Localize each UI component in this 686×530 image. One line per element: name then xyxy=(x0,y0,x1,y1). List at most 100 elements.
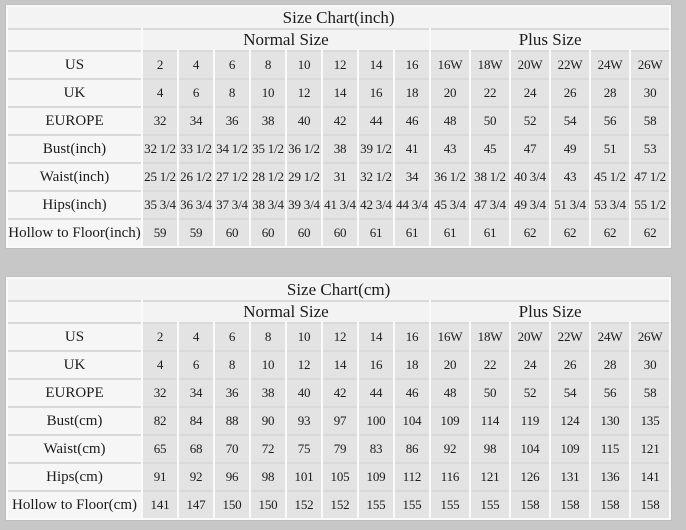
data-cell: 109 xyxy=(551,436,589,462)
data-cell: 104 xyxy=(395,408,429,434)
data-cell: 45 1/2 xyxy=(591,164,629,190)
row-label: Hollow to Floor(cm) xyxy=(8,492,141,518)
data-cell: 27 1/2 xyxy=(215,164,249,190)
data-cell: 12 xyxy=(323,52,357,78)
data-cell: 40 xyxy=(287,108,321,134)
data-cell: 47 xyxy=(511,136,549,162)
data-cell: 20 xyxy=(431,80,469,106)
data-cell: 26 1/2 xyxy=(179,164,213,190)
data-cell: 30 xyxy=(631,80,670,106)
data-cell: 54 xyxy=(551,108,589,134)
data-cell: 40 xyxy=(287,380,321,406)
data-cell: 34 1/2 xyxy=(215,136,249,162)
data-cell: 38 3/4 xyxy=(251,192,285,218)
data-cell: 14 xyxy=(359,52,393,78)
data-cell: 36 1/2 xyxy=(287,136,321,162)
data-cell: 141 xyxy=(143,492,177,518)
data-cell: 8 xyxy=(215,80,249,106)
data-cell: 8 xyxy=(251,324,285,350)
data-cell: 32 xyxy=(143,108,177,134)
data-cell: 48 xyxy=(431,380,469,406)
data-cell: 22 xyxy=(471,80,509,106)
data-cell: 6 xyxy=(179,352,213,378)
data-cell: 62 xyxy=(591,220,629,246)
data-cell: 2 xyxy=(143,52,177,78)
data-cell: 51 3/4 xyxy=(551,192,589,218)
data-cell: 36 xyxy=(215,380,249,406)
data-cell: 61 xyxy=(395,220,429,246)
data-cell: 61 xyxy=(359,220,393,246)
data-cell: 61 xyxy=(471,220,509,246)
data-cell: 104 xyxy=(511,436,549,462)
data-cell: 10 xyxy=(287,52,321,78)
data-cell: 41 3/4 xyxy=(323,192,357,218)
data-cell: 44 xyxy=(359,108,393,134)
data-cell: 155 xyxy=(359,492,393,518)
data-cell: 91 xyxy=(143,464,177,490)
data-cell: 36 1/2 xyxy=(431,164,469,190)
row-label: Bust(cm) xyxy=(8,408,141,434)
data-cell: 6 xyxy=(215,324,249,350)
data-cell: 70 xyxy=(215,436,249,462)
data-cell: 121 xyxy=(631,436,670,462)
data-cell: 16 xyxy=(395,52,429,78)
data-cell: 124 xyxy=(551,408,589,434)
data-cell: 109 xyxy=(431,408,469,434)
data-cell: 98 xyxy=(471,436,509,462)
data-cell: 40 3/4 xyxy=(511,164,549,190)
data-cell: 49 3/4 xyxy=(511,192,549,218)
data-cell: 114 xyxy=(471,408,509,434)
size-group-header-row: Normal Size Plus Size xyxy=(8,302,670,322)
table-row: EUROPE 32 34 36 38 40 42 44 46 48 50 52 54 56 58 xyxy=(8,380,670,406)
data-cell: 26 xyxy=(551,352,589,378)
row-label: Hips(inch) xyxy=(8,192,141,218)
data-cell: 18W xyxy=(471,324,509,350)
table-row: UK 4 6 8 10 12 14 16 18 20 22 24 26 28 30 xyxy=(8,80,670,106)
data-cell: 53 3/4 xyxy=(591,192,629,218)
table-row: Hips(inch) 35 3/4 36 3/4 37 3/4 38 3/4 39 3/4… xyxy=(8,192,670,218)
data-cell: 18 xyxy=(395,80,429,106)
data-cell: 96 xyxy=(215,464,249,490)
row-label: Waist(inch) xyxy=(8,164,141,190)
data-cell: 36 3/4 xyxy=(179,192,213,218)
data-cell: 115 xyxy=(591,436,629,462)
data-cell: 6 xyxy=(215,52,249,78)
data-cell: 90 xyxy=(251,408,285,434)
data-cell: 44 3/4 xyxy=(395,192,429,218)
data-cell: 56 xyxy=(591,108,629,134)
row-label: UK xyxy=(8,80,141,106)
data-cell: 141 xyxy=(631,464,670,490)
data-cell: 152 xyxy=(323,492,357,518)
data-cell: 105 xyxy=(323,464,357,490)
data-cell: 12 xyxy=(287,352,321,378)
data-cell: 155 xyxy=(471,492,509,518)
data-cell: 92 xyxy=(179,464,213,490)
data-cell: 24W xyxy=(591,52,629,78)
data-cell: 34 xyxy=(179,380,213,406)
data-cell: 119 xyxy=(511,408,549,434)
data-cell: 86 xyxy=(395,436,429,462)
data-cell: 25 1/2 xyxy=(143,164,177,190)
data-cell: 26W xyxy=(631,52,670,78)
data-cell: 51 xyxy=(591,136,629,162)
data-cell: 10 xyxy=(287,324,321,350)
data-cell: 39 3/4 xyxy=(287,192,321,218)
data-cell: 32 1/2 xyxy=(359,164,393,190)
data-cell: 116 xyxy=(431,464,469,490)
data-cell: 34 xyxy=(179,108,213,134)
data-cell: 30 xyxy=(631,352,670,378)
row-label: US xyxy=(8,52,141,78)
data-cell: 147 xyxy=(179,492,213,518)
size-chart-inch-table: Size Chart(inch) Normal Size Plus Size U… xyxy=(5,4,673,249)
data-cell: 24W xyxy=(591,324,629,350)
data-cell: 26W xyxy=(631,324,670,350)
data-cell: 4 xyxy=(179,324,213,350)
data-cell: 82 xyxy=(143,408,177,434)
row-label: Hollow to Floor(inch) xyxy=(8,220,141,246)
data-cell: 38 xyxy=(323,136,357,162)
data-cell: 49 xyxy=(551,136,589,162)
data-cell: 4 xyxy=(143,352,177,378)
data-cell: 4 xyxy=(179,52,213,78)
data-cell: 72 xyxy=(251,436,285,462)
